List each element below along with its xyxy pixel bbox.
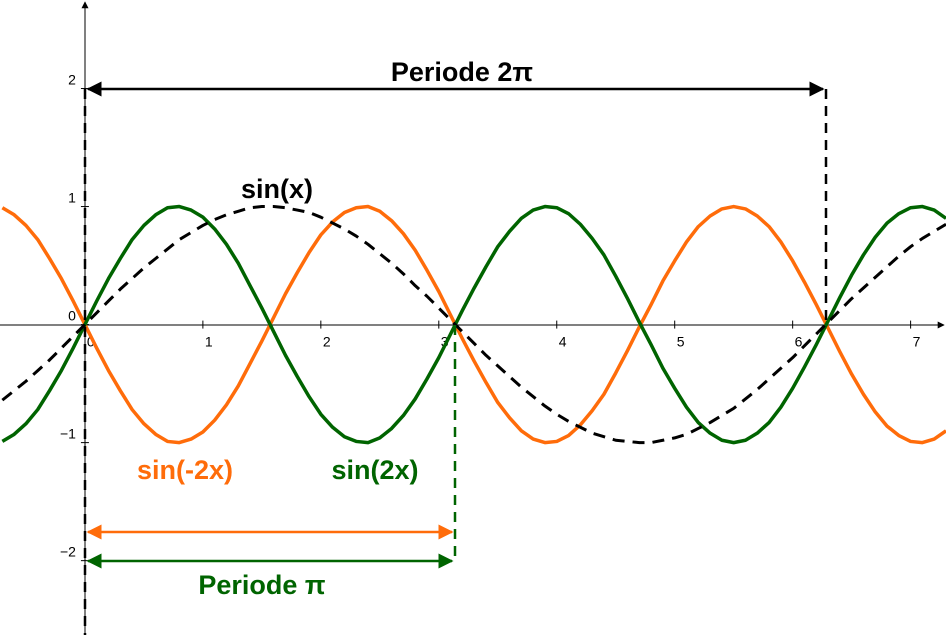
curve bbox=[1, 205, 946, 445]
x-tick-label: 4 bbox=[559, 334, 567, 350]
x-tick-label: 1 bbox=[205, 334, 213, 350]
y-tick-label: 2 bbox=[68, 72, 76, 88]
x-tick-label: 5 bbox=[677, 334, 685, 350]
x-tick-label: 0 bbox=[87, 334, 95, 350]
y-tick-label: 1 bbox=[68, 190, 76, 206]
y-tick-label: −1 bbox=[60, 426, 76, 442]
annotation: Periode 2π bbox=[391, 57, 533, 87]
annotation: Periode π bbox=[198, 570, 325, 600]
y-tick-label: −2 bbox=[60, 544, 76, 560]
curves bbox=[1, 204, 946, 445]
x-tick-label: 2 bbox=[323, 334, 331, 350]
x-tick-label: 6 bbox=[795, 334, 803, 350]
curve bbox=[1, 204, 946, 445]
x-tick-label: 3 bbox=[441, 334, 449, 350]
curve-label: sin(-2x) bbox=[137, 455, 233, 485]
annotations: Periode 2π Periode π sin(x) sin(-2x) sin… bbox=[83, 57, 828, 635]
curve bbox=[1, 204, 946, 445]
y-tick-label: 0 bbox=[68, 308, 76, 324]
curve-label: sin(2x) bbox=[331, 455, 418, 485]
curve-label: sin(x) bbox=[241, 174, 313, 204]
x-tick-label: 7 bbox=[913, 334, 921, 350]
